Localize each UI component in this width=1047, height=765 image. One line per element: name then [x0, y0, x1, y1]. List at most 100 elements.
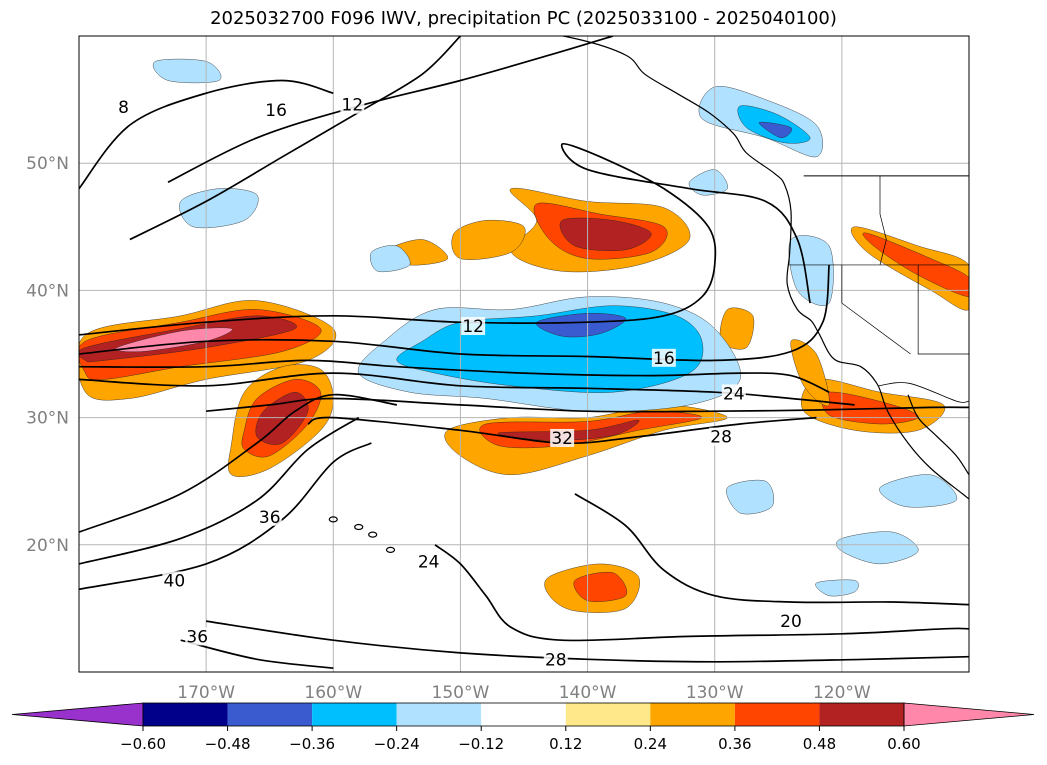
island	[354, 523, 364, 531]
negative-precip-region	[152, 58, 222, 84]
positive-precip-region	[719, 307, 755, 350]
negative-precip-region	[369, 245, 411, 273]
contour-label-bg	[185, 627, 210, 646]
colorbar-tick-label: 0.60	[887, 735, 920, 753]
contour-label: 8	[118, 98, 129, 118]
island	[385, 546, 396, 553]
iwv-contour-line	[167, 36, 614, 184]
state-border	[841, 264, 911, 355]
negative-precip-region	[836, 531, 919, 565]
contour-label-bg	[651, 348, 676, 367]
colorbar-extend-high	[903, 702, 1035, 727]
colorbar-segment	[396, 703, 482, 726]
contour-label: 40	[164, 571, 186, 591]
contour-label-bg	[461, 317, 486, 336]
contour-label: 28	[545, 650, 567, 670]
us-mexico-border	[878, 382, 969, 403]
island	[368, 531, 378, 538]
negative-precip-region	[688, 169, 728, 196]
lat-tick-label: 30°N	[26, 409, 69, 429]
colorbar-segment	[734, 703, 820, 726]
state-border	[917, 264, 969, 355]
iwv-contour-line	[206, 397, 969, 413]
negative-precip-region	[179, 188, 259, 229]
iwv-contour-line	[79, 79, 334, 190]
colorbar-segment	[143, 703, 228, 726]
map-frame	[78, 35, 970, 673]
colorbar-tick-label: −0.60	[120, 735, 166, 753]
positive-precip-region	[573, 571, 627, 602]
lat-tick-label: 20°N	[26, 536, 69, 556]
colorbar-tick-label: −0.48	[205, 735, 251, 753]
contour-label: 16	[653, 349, 675, 369]
contour-label: 16	[265, 101, 287, 121]
lat-tick-label: 50°N	[26, 154, 69, 174]
iwv-contour-line	[79, 359, 830, 393]
lon-tick-label: 130°W	[686, 683, 744, 703]
precipitation-shading	[79, 58, 969, 613]
gridlines	[79, 36, 969, 672]
iwv-contours	[79, 36, 969, 670]
gulf-of-california-coast	[907, 394, 969, 476]
contour-label-bg	[709, 427, 734, 446]
contour-label-bg	[550, 428, 575, 447]
colorbar-extend-low	[11, 702, 144, 727]
contour-label: 28	[710, 428, 732, 448]
state-border	[879, 175, 887, 266]
contour-label: 20	[780, 612, 802, 632]
colorbar-frame	[142, 702, 905, 727]
colorbar-segment	[227, 703, 313, 726]
negative-precip-region	[815, 579, 859, 597]
colorbar-tick-label: 0.36	[718, 735, 751, 753]
negative-precip-region	[726, 479, 774, 515]
chart-title: 2025032700 F096 IWV, precipitation PC (2…	[210, 8, 837, 29]
iwv-contour-line	[434, 544, 969, 642]
colorbar: −0.60 −0.48 −0.36 −0.24 −0.12 0.12 0.24 0.36 0.4…	[11, 702, 1035, 753]
colorbar-segment	[565, 703, 651, 726]
iwv-contour-line	[205, 620, 969, 663]
iwv-contour-line	[79, 416, 360, 565]
contour-label: 24	[418, 552, 440, 572]
negative-precip-region	[535, 313, 626, 338]
negative-precip-region	[879, 474, 958, 508]
contour-label-bg	[264, 100, 289, 119]
colorbar-tick-label: 0.48	[803, 735, 836, 753]
iwv-contour-labels: 12 16 24 28 32 36 40 24 20 28 36 8 16 12	[111, 95, 803, 670]
lon-tick-label: 120°W	[813, 683, 871, 703]
colorbar-segment	[650, 703, 735, 726]
contour-label: 24	[723, 384, 745, 404]
iwv-contour-line	[79, 442, 372, 591]
iwv-contour-line	[79, 264, 830, 362]
latitude-ticks: 20°N 30°N 40°N 50°N	[26, 154, 69, 556]
colorbar-segment	[481, 703, 566, 726]
contour-label: 36	[259, 508, 281, 528]
contour-label-bg	[257, 507, 282, 526]
negative-precip-region	[758, 121, 793, 139]
lon-tick-label: 150°W	[432, 683, 490, 703]
contour-label-bg	[162, 571, 187, 590]
contour-label-bg	[721, 384, 746, 403]
colorbar-tick-label: 0.12	[549, 735, 582, 753]
iwv-contour-line	[574, 493, 969, 606]
island	[328, 516, 338, 523]
colorbar-tick-label: −0.12	[458, 735, 504, 753]
contour-label-bg	[111, 98, 136, 117]
contour-label: 32	[551, 429, 573, 449]
contour-label: 12	[342, 96, 364, 116]
contour-label-bg	[416, 552, 441, 571]
iwv-contour-line	[79, 142, 811, 336]
iwv-contour-line	[79, 393, 398, 533]
north-america-coastline	[460, 36, 969, 500]
coastline	[328, 36, 969, 553]
contour-label: 36	[186, 627, 208, 647]
lon-tick-label: 170°W	[177, 683, 235, 703]
contour-label-bg	[779, 612, 803, 631]
colorbar-tick-label: −0.36	[289, 735, 335, 753]
lat-tick-label: 40°N	[26, 281, 69, 301]
negative-precip-region	[788, 235, 834, 306]
positive-precip-region	[451, 219, 526, 260]
positive-precip-region	[790, 339, 830, 407]
colorbar-tick-label: 0.24	[634, 735, 667, 753]
positive-precip-region	[255, 391, 309, 445]
lon-tick-label: 140°W	[559, 683, 617, 703]
